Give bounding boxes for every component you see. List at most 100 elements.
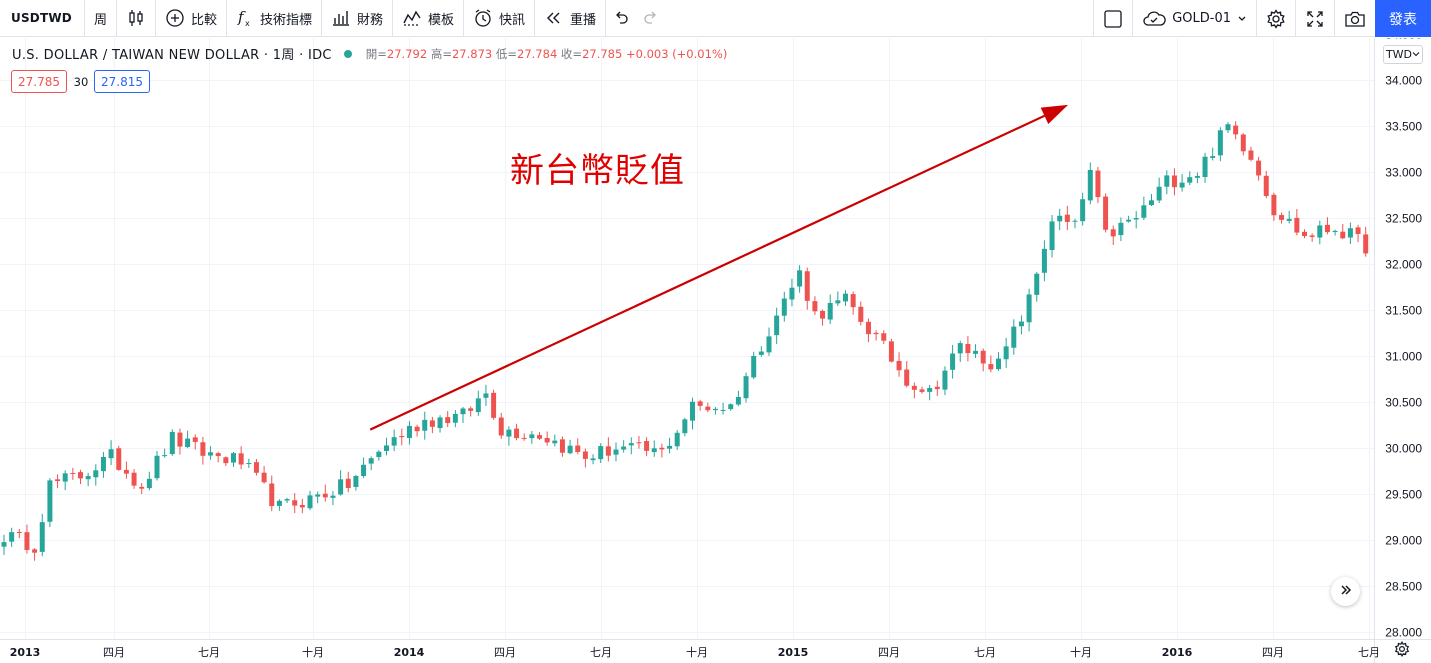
fullscreen-layout-button[interactable]	[1093, 0, 1132, 37]
alert-button[interactable]: 快訊	[464, 0, 536, 37]
redo-button[interactable]	[636, 0, 666, 37]
price-tick-label: 29.000	[1385, 534, 1422, 548]
price-chart[interactable]: 34.500 34.000 33.500 33.000 32.500 32.000 31.5…	[0, 38, 1431, 663]
candle	[338, 470, 344, 496]
candle	[980, 348, 986, 372]
candle	[621, 440, 627, 453]
candle	[100, 452, 106, 478]
candle	[965, 335, 971, 362]
candle	[1302, 229, 1307, 239]
currency-selector[interactable]: TWD	[1383, 45, 1423, 64]
price-tick-label: 28.500	[1385, 580, 1422, 594]
candle	[16, 529, 22, 539]
candle	[498, 412, 504, 439]
candle	[1355, 224, 1361, 243]
candle	[1248, 146, 1254, 162]
candle	[720, 402, 726, 415]
candle	[39, 513, 45, 557]
candle	[1164, 170, 1170, 195]
undo-button[interactable]	[606, 0, 636, 37]
candle	[1171, 168, 1177, 196]
undo-icon	[612, 9, 630, 27]
candle	[904, 361, 910, 388]
candle	[1080, 192, 1086, 226]
scroll-to-realtime-button[interactable]	[1331, 577, 1360, 606]
candle	[728, 403, 734, 411]
cloud-check-icon	[1142, 10, 1166, 28]
candle	[368, 456, 374, 471]
symbol-search-button[interactable]: USDTWD	[0, 0, 85, 37]
candle	[315, 491, 321, 504]
candle	[1011, 319, 1017, 355]
chart-style-button[interactable]	[117, 0, 156, 37]
price-axis[interactable]: 34.500 34.000 33.500 33.000 32.500 32.000 31.5…	[1385, 38, 1422, 640]
candle	[1286, 210, 1292, 224]
expand-icon	[1305, 9, 1325, 29]
candle	[659, 443, 665, 458]
templates-label: 模板	[428, 12, 455, 28]
settings-button[interactable]	[1256, 0, 1295, 37]
replay-button[interactable]: 重播	[535, 0, 607, 37]
interval-button[interactable]: 周	[85, 0, 117, 37]
candle	[1103, 193, 1109, 233]
candle	[927, 384, 933, 401]
candle	[674, 430, 680, 450]
ohlc-values: 開=27.792 高=27.873 低=27.784 收=27.785 +0.0…	[366, 46, 728, 62]
snapshot-button[interactable]	[1334, 0, 1375, 37]
candle	[1126, 215, 1132, 223]
candle	[1118, 217, 1124, 242]
financials-button[interactable]: 財務	[322, 0, 393, 37]
candle	[537, 432, 542, 440]
fullscreen-button[interactable]	[1295, 0, 1334, 37]
publish-button[interactable]: 發表	[1375, 0, 1431, 37]
candle	[1, 534, 7, 555]
annotation-text[interactable]: 新台幣貶值	[510, 151, 685, 191]
trend-arrow[interactable]	[369, 104, 1069, 431]
candle	[575, 438, 581, 455]
currency-label: TWD	[1385, 48, 1413, 61]
candle	[1110, 225, 1116, 245]
candle	[200, 436, 206, 465]
time-axis[interactable]: 2013 四月 七月 十月 2014 四月 七月 十月 2015 四月 七月 十月 2016 四月 七月	[10, 645, 1380, 659]
candle	[865, 318, 871, 343]
price-tick-label: 31.500	[1385, 304, 1422, 318]
alert-label: 快訊	[499, 12, 526, 28]
candle	[667, 437, 673, 454]
layout-menu-button[interactable]: GOLD-01	[1132, 0, 1256, 37]
candle	[1332, 229, 1338, 236]
candle	[406, 421, 412, 445]
price-tick-label: 34.000	[1385, 74, 1422, 88]
axis-settings-button[interactable]	[1393, 641, 1411, 660]
sell-price-button[interactable]: 27.785	[11, 70, 67, 93]
candle	[460, 407, 466, 424]
price-tick-label: 29.500	[1385, 488, 1422, 502]
time-tick-label: 2016	[1162, 646, 1193, 659]
candle	[911, 382, 917, 399]
price-tick-label: 33.000	[1385, 166, 1422, 180]
price-tick-label: 28.000	[1385, 626, 1422, 640]
candle	[1263, 170, 1269, 199]
candle	[445, 411, 451, 428]
compare-button[interactable]: 比較	[156, 0, 227, 37]
candle	[996, 352, 1001, 371]
candle	[1363, 226, 1369, 257]
candle	[299, 498, 305, 514]
candle	[384, 437, 389, 456]
candle	[1026, 288, 1032, 332]
symbol-title[interactable]: U.S. DOLLAR / TAIWAN NEW DOLLAR · 1周 · I…	[12, 48, 332, 63]
candle	[888, 338, 894, 363]
time-tick-label: 四月	[494, 646, 516, 659]
candle	[858, 301, 864, 326]
candle	[93, 464, 99, 486]
candle	[774, 307, 780, 344]
candle	[598, 443, 604, 464]
buy-price-button[interactable]: 27.815	[94, 70, 150, 93]
templates-button[interactable]: 模板	[393, 0, 465, 37]
time-tick-label: 2014	[394, 646, 425, 659]
time-tick-label: 十月	[686, 645, 708, 659]
candle	[223, 456, 229, 466]
candle	[269, 475, 275, 512]
